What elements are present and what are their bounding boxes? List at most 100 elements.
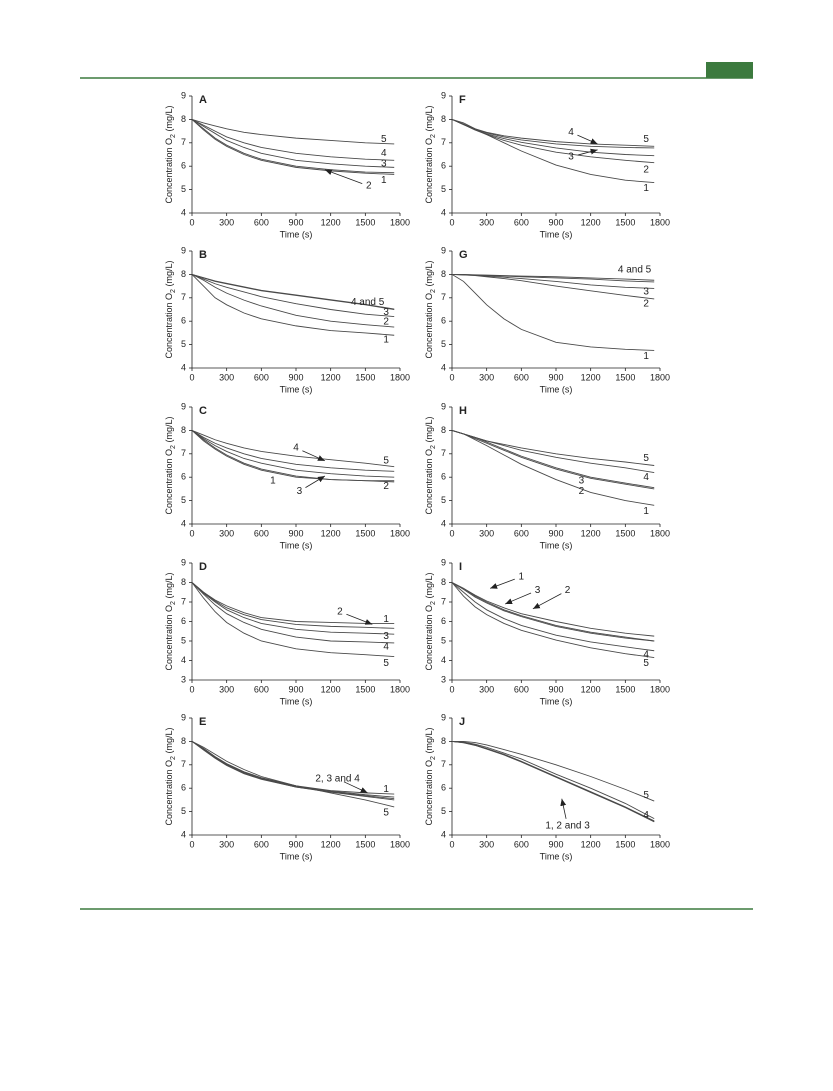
series-line — [191, 582, 395, 658]
y-tick-label: 8 — [441, 269, 446, 279]
annotation: 3 — [383, 307, 389, 318]
x-tick-label: 300 — [219, 528, 234, 538]
annotation: 1 — [643, 506, 649, 517]
x-tick-label: 1200 — [321, 839, 341, 849]
panel-letter: I — [459, 561, 462, 573]
annotation-arrow — [505, 592, 532, 605]
annotation: 1 — [383, 784, 389, 795]
y-tick-label: 4 — [181, 655, 186, 665]
y-tick-label: 7 — [441, 448, 446, 458]
x-tick-label: 600 — [514, 372, 529, 382]
series-line — [191, 430, 395, 483]
annotation: 3 — [643, 287, 649, 298]
x-axis-title: Time (s) — [280, 540, 313, 550]
annotation-arrow — [324, 169, 363, 185]
y-tick-label: 7 — [181, 596, 186, 606]
annotation: 2 — [643, 164, 649, 175]
y-tick-label: 7 — [441, 137, 446, 147]
annotation: 1 — [643, 183, 649, 194]
x-tick-label: 0 — [189, 217, 194, 227]
y-axis-title-part: (mg/L) — [164, 417, 174, 446]
series-line — [191, 741, 395, 798]
x-axis-title: Time (s) — [540, 229, 573, 239]
x-tick-label: 300 — [479, 684, 494, 694]
x-tick-label: 1500 — [615, 528, 635, 538]
y-axis-title-part: (mg/L) — [164, 728, 174, 757]
y-axis-title-part: (mg/L) — [164, 261, 174, 290]
y-tick-label: 6 — [181, 161, 186, 171]
y-tick-label: 7 — [181, 137, 186, 147]
x-tick-label: 900 — [288, 684, 303, 694]
y-tick-label: 9 — [181, 712, 186, 722]
annotation: 3 — [535, 585, 541, 596]
series-line — [451, 118, 655, 149]
x-tick-label: 900 — [548, 217, 563, 227]
y-tick-label: 9 — [181, 557, 186, 567]
chart-panel: 4 5 6 7 8 9 0 300 600 900 1200 1500 1800 Time (s) Conc… — [424, 401, 670, 550]
y-tick-label: 8 — [181, 577, 186, 587]
y-tick-label: 6 — [181, 783, 186, 793]
y-axis-title-part: Concentration O — [424, 605, 434, 671]
x-tick-label: 1500 — [615, 684, 635, 694]
annotation-arrow — [302, 450, 326, 462]
y-axis-title-part: Concentration O — [424, 449, 434, 515]
annotation: 5 — [381, 134, 387, 145]
annotation: 5 — [383, 455, 389, 466]
series-line — [191, 119, 395, 174]
y-tick-label: 7 — [181, 759, 186, 769]
y-tick-label: 4 — [441, 829, 446, 839]
x-tick-label: 0 — [189, 684, 194, 694]
y-tick-label: 8 — [181, 114, 186, 124]
annotation: 5 — [383, 658, 389, 669]
annotation-arrow — [560, 798, 567, 819]
y-tick-label: 9 — [441, 245, 446, 255]
x-tick-label: 900 — [548, 684, 563, 694]
y-tick-label: 6 — [441, 472, 446, 482]
x-tick-label: 1500 — [615, 372, 635, 382]
annotation: 3 — [381, 159, 387, 170]
y-tick-label: 5 — [441, 184, 446, 194]
y-tick-label: 5 — [181, 184, 186, 194]
annotation-arrow — [343, 781, 368, 794]
annotation: 1 — [519, 571, 525, 582]
x-tick-label: 1500 — [355, 839, 375, 849]
series-line — [451, 740, 655, 822]
x-tick-label: 300 — [479, 217, 494, 227]
annotation: 2 — [383, 316, 389, 327]
annotation: 1 — [383, 335, 389, 346]
y-tick-label: 9 — [181, 245, 186, 255]
y-tick-label: 5 — [181, 339, 186, 349]
annotation-arrow — [346, 613, 373, 625]
y-tick-label: 7 — [441, 596, 446, 606]
y-tick-label: 8 — [181, 269, 186, 279]
x-tick-label: 0 — [449, 684, 454, 694]
y-tick-label: 9 — [181, 401, 186, 411]
annotation: 4 — [381, 148, 387, 159]
series-line — [451, 429, 655, 473]
series-line — [191, 118, 395, 145]
series-line — [191, 582, 395, 624]
x-tick-label: 600 — [514, 528, 529, 538]
annotation: 4 — [643, 472, 649, 483]
series-line — [451, 582, 655, 659]
panel-letter: E — [199, 716, 206, 728]
annotation: 4 — [293, 443, 299, 454]
y-tick-label: 6 — [181, 616, 186, 626]
x-tick-label: 600 — [254, 684, 269, 694]
series-line — [451, 582, 655, 637]
y-axis-title: Concentration O2 (mg/L) — [164, 261, 177, 359]
annotation: 2 — [366, 181, 372, 192]
chart-panel: 4 5 6 7 8 9 0 300 600 900 1200 1500 1800 Time (s) Conc… — [424, 245, 670, 394]
y-tick-label: 9 — [441, 557, 446, 567]
panel-letter: C — [199, 405, 207, 417]
y-axis-title-part: Concentration O — [164, 449, 174, 515]
annotation: 3 — [297, 486, 303, 497]
series-line — [191, 119, 395, 168]
x-tick-label: 900 — [288, 372, 303, 382]
x-axis-title: Time (s) — [540, 384, 573, 394]
panel-letter: A — [199, 94, 207, 106]
y-axis-title-part: Concentration O — [164, 293, 174, 359]
y-tick-label: 9 — [441, 712, 446, 722]
